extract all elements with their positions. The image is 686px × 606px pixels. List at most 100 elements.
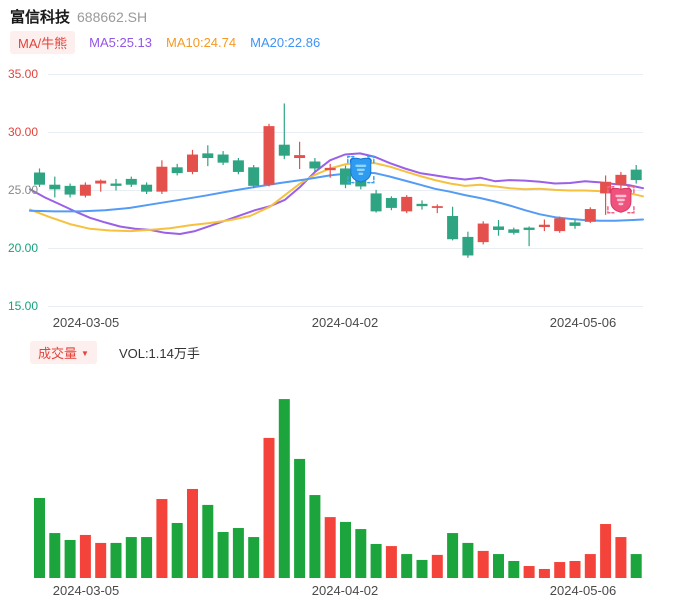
date-label: 2024-03-05 bbox=[52, 583, 120, 598]
volume-bar bbox=[49, 533, 61, 578]
candle bbox=[538, 224, 550, 228]
volume-header: 成交量 ▼ VOL:1.14万手 bbox=[30, 341, 200, 364]
candle bbox=[95, 180, 107, 184]
candle bbox=[416, 203, 428, 207]
volume-bar bbox=[309, 495, 321, 578]
volume-bar bbox=[431, 554, 443, 578]
volume-indicator-selector[interactable]: 成交量 ▼ bbox=[30, 341, 97, 364]
candle bbox=[232, 160, 244, 172]
selection-bracket bbox=[347, 175, 355, 184]
shield-pattern bbox=[358, 172, 364, 175]
candle bbox=[294, 155, 306, 159]
volume-selector-label: 成交量 bbox=[38, 346, 78, 361]
candle bbox=[248, 167, 260, 186]
ma-line-ma5 bbox=[29, 152, 644, 235]
candle bbox=[431, 206, 443, 208]
volume-bar bbox=[355, 529, 367, 578]
candle bbox=[34, 172, 45, 185]
volume-bar bbox=[615, 537, 627, 578]
header: 富信科技 688662.SH bbox=[10, 6, 147, 27]
ma-line-ma10 bbox=[29, 161, 644, 233]
volume-bar bbox=[508, 560, 520, 578]
candle bbox=[171, 167, 183, 174]
stock-code: 688662.SH bbox=[77, 9, 148, 25]
volume-bar bbox=[294, 458, 306, 578]
candle bbox=[324, 167, 336, 171]
bull-shield-icon[interactable] bbox=[607, 186, 635, 214]
volume-bar bbox=[416, 559, 428, 578]
volume-bar bbox=[401, 554, 413, 578]
selection-bracket bbox=[367, 175, 375, 184]
selection-bracket bbox=[607, 206, 615, 214]
volume-bar bbox=[340, 521, 351, 578]
indicator-legend: MA/牛熊 MA5:25.13 MA10:24.74 MA20:22.86 bbox=[10, 30, 320, 54]
candle bbox=[110, 183, 122, 186]
candle bbox=[554, 218, 566, 232]
candle bbox=[340, 168, 351, 185]
candle bbox=[309, 161, 321, 169]
volume-bar bbox=[263, 437, 275, 578]
volume-bar bbox=[141, 537, 153, 578]
candle bbox=[125, 178, 137, 185]
volume-bar bbox=[64, 539, 76, 578]
candle bbox=[217, 154, 229, 163]
stock-name: 富信科技 bbox=[10, 9, 71, 26]
volume-bar bbox=[447, 533, 459, 578]
candle bbox=[79, 184, 91, 196]
selection-bracket bbox=[347, 155, 355, 164]
candle bbox=[401, 196, 413, 212]
candle bbox=[630, 169, 642, 181]
date-label: 2024-04-02 bbox=[311, 583, 379, 598]
y-axis-label: 25.00 bbox=[8, 182, 39, 197]
candle bbox=[493, 226, 504, 230]
candle bbox=[615, 174, 627, 185]
shield-pattern bbox=[615, 194, 627, 198]
volume-bar bbox=[493, 554, 504, 578]
volume-bar bbox=[217, 532, 229, 578]
volume-bar bbox=[584, 554, 596, 578]
ma10-value: MA10:24.74 bbox=[166, 34, 237, 50]
candle bbox=[477, 223, 489, 243]
date-label: 2024-03-05 bbox=[52, 315, 120, 330]
candle bbox=[49, 184, 61, 190]
date-label: 2024-05-06 bbox=[549, 315, 617, 330]
candle bbox=[141, 184, 153, 192]
candle bbox=[584, 209, 596, 222]
candle bbox=[278, 144, 290, 156]
volume-bar bbox=[538, 568, 550, 578]
volume-bar bbox=[278, 399, 290, 578]
selection-bracket bbox=[367, 155, 375, 164]
candle bbox=[370, 193, 382, 212]
price-chart[interactable] bbox=[0, 60, 686, 315]
volume-bar bbox=[187, 488, 198, 578]
ma5-value: MA5:25.13 bbox=[89, 34, 152, 50]
shield-pattern bbox=[355, 164, 367, 167]
ma-line-ma20 bbox=[29, 171, 644, 222]
volume-bar bbox=[34, 497, 45, 578]
candle bbox=[462, 236, 474, 256]
y-axis-label: 20.00 bbox=[8, 240, 39, 255]
volume-bar bbox=[79, 534, 91, 578]
date-label: 2024-05-06 bbox=[549, 583, 617, 598]
volume-bar bbox=[385, 546, 397, 578]
shield-pattern bbox=[356, 168, 365, 171]
volume-bar bbox=[462, 542, 474, 578]
volume-bar bbox=[554, 562, 566, 578]
shield-pattern bbox=[618, 202, 624, 206]
bear-shield-icon[interactable] bbox=[347, 155, 375, 184]
selection-bracket bbox=[607, 186, 615, 194]
volume-bar bbox=[600, 524, 612, 578]
candle bbox=[156, 166, 168, 192]
ma-indicator-selector[interactable]: MA/牛熊 bbox=[10, 30, 76, 54]
volume-bar bbox=[95, 542, 107, 578]
candle bbox=[202, 153, 214, 159]
dropdown-arrow-icon: ▼ bbox=[81, 349, 89, 358]
volume-bar bbox=[125, 537, 137, 578]
shield-pattern bbox=[616, 198, 625, 202]
selection-bracket bbox=[627, 186, 635, 194]
candle bbox=[447, 216, 459, 240]
volume-chart[interactable] bbox=[0, 370, 686, 578]
volume-bar bbox=[324, 517, 336, 578]
candle bbox=[385, 198, 397, 208]
